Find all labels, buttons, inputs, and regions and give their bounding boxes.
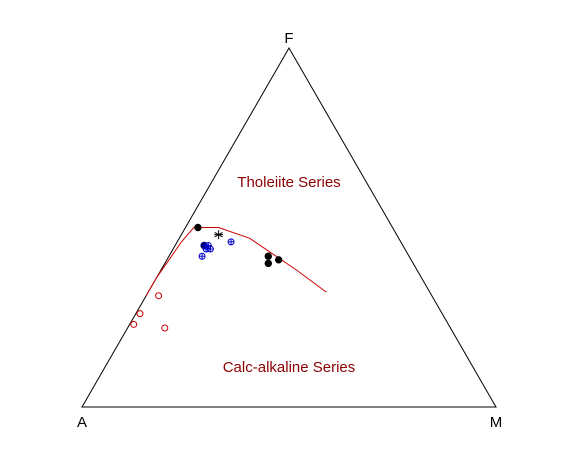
circled-plus-point	[227, 238, 235, 246]
open-circle-point	[136, 310, 144, 318]
data-points	[130, 223, 283, 332]
open-circle-point	[130, 320, 138, 328]
ternary-triangle-outline	[81, 46, 497, 408]
vertex-label-a: A	[77, 414, 87, 431]
asterisk-point	[214, 230, 224, 240]
calc-alkaline-series-label: Calc-alkaline Series	[223, 359, 356, 376]
filled-circle-point	[264, 259, 272, 268]
tholeiite-series-label: Tholeiite Series	[237, 174, 340, 191]
circled-plus-point	[204, 241, 212, 249]
vertex-label-m: M	[490, 414, 503, 431]
circled-plus-point	[206, 245, 214, 253]
boundary-line	[145, 227, 327, 296]
filled-circle-point	[264, 252, 272, 260]
tholeiite-calc-alkaline-boundary	[145, 227, 327, 296]
vertex-label-f: F	[284, 30, 293, 47]
circled-plus-point	[198, 252, 206, 260]
open-circle-point	[161, 324, 169, 332]
open-circle-point	[155, 292, 163, 300]
filled-circle-point	[194, 223, 202, 232]
filled-circle-point	[274, 256, 283, 264]
